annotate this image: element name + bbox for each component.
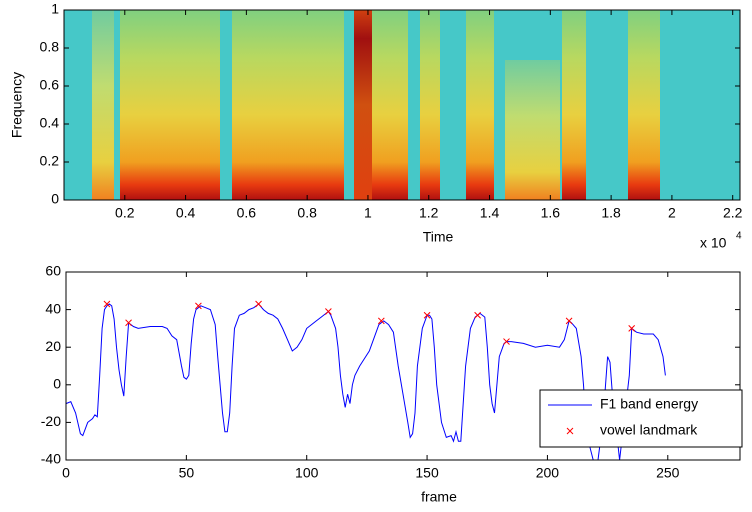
x-tick-label: 1.6 [541, 205, 561, 221]
y-tick-label: 0 [53, 376, 61, 392]
landmark [628, 325, 636, 332]
x-axis-label: Time [423, 229, 454, 245]
x-tick-label: 200 [536, 465, 560, 481]
landmark [255, 300, 262, 308]
y-tick-label: 1 [51, 1, 59, 17]
legend-label: F1 band energy [600, 396, 698, 412]
landmark [565, 317, 573, 325]
axes-box [63, 9, 741, 201]
x-scale-exponent: 4 [736, 231, 742, 242]
landmark [125, 319, 132, 327]
x-tick-label: 2 [668, 205, 676, 221]
x-tick-label: 1.4 [480, 205, 500, 221]
y-tick-label: 0 [51, 191, 59, 207]
y-tick-label: 20 [45, 338, 61, 354]
x-tick-label: 100 [295, 465, 319, 481]
energy-line [66, 303, 666, 460]
landmark [377, 317, 385, 325]
y-tick-label: 40 [45, 300, 61, 316]
x-tick-label: 0 [62, 465, 70, 481]
landmark [195, 302, 202, 310]
x-tick-label: 0.6 [237, 205, 257, 221]
y-axis-label: Frequency [9, 72, 25, 138]
x-tick-label: 1 [364, 205, 372, 221]
spectrogram-image [64, 10, 740, 200]
x-tick-label: 150 [415, 465, 439, 481]
x-tick-label: 2.2 [723, 205, 743, 221]
x-axis-label: frame [421, 489, 457, 505]
landmark [103, 300, 111, 308]
y-tick-label: 60 [45, 263, 61, 279]
x-tick-label: 0.8 [297, 205, 317, 221]
y-tick-label: -20 [41, 413, 61, 429]
axes-box [65, 271, 741, 461]
x-tick-label: 50 [179, 465, 195, 481]
legend: F1 band energy vowel landmark [539, 389, 743, 448]
legend-label: vowel landmark [600, 422, 698, 438]
y-tick-label: 0.8 [40, 39, 60, 55]
x-tick-label: 250 [656, 465, 680, 481]
landmark [503, 338, 510, 345]
landmark [325, 308, 332, 315]
landmark [423, 311, 431, 319]
y-tick-label: 0.6 [40, 77, 60, 93]
legend-box [539, 389, 743, 448]
x-tick-label: 1.8 [601, 205, 621, 221]
legend-symbol [566, 427, 574, 435]
landmark [474, 311, 481, 319]
x-tick-label: 1.2 [419, 205, 439, 221]
y-tick-label: 0.4 [40, 115, 60, 131]
y-tick-label: -40 [41, 451, 61, 467]
x-tick-label: 0.4 [176, 205, 196, 221]
x-tick-label: 0.2 [115, 205, 135, 221]
y-tick-label: 0.2 [40, 153, 60, 169]
x-scale-label: x 10 [700, 235, 727, 251]
